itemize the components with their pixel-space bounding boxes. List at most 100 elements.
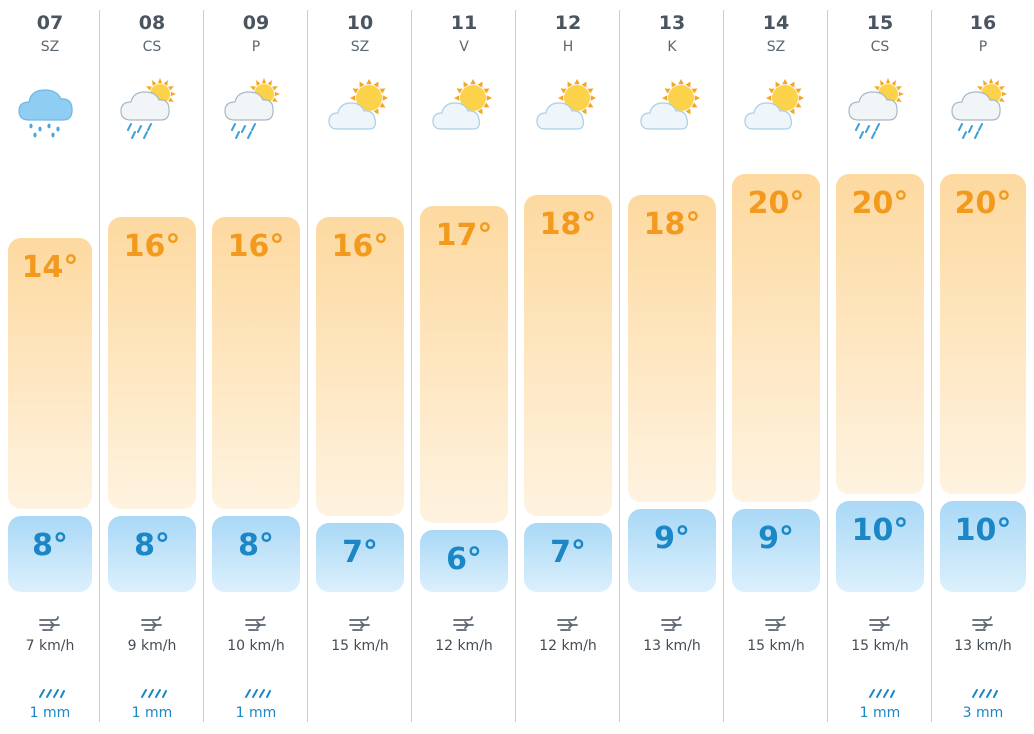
wind-speed: 12 km/h <box>539 638 597 654</box>
sun-rain-cloud-icon <box>948 74 1018 140</box>
low-temp-label: 10° <box>851 513 909 549</box>
rain-icon <box>241 684 271 698</box>
low-temp-label: 7° <box>550 534 586 570</box>
wind-speed: 13 km/h <box>954 638 1012 654</box>
day-name: CS <box>870 39 890 55</box>
precipitation-amount: 3 mm <box>962 705 1004 721</box>
high-temp-bar <box>940 174 1026 495</box>
sun-rain-cloud-icon <box>117 74 187 140</box>
day-number: 11 <box>450 12 478 34</box>
high-temp-bar <box>212 216 300 509</box>
day-number: 08 <box>138 12 166 34</box>
day-number: 07 <box>36 12 64 34</box>
wind-icon <box>451 613 477 633</box>
wind-icon <box>763 613 789 633</box>
wind-speed: 10 km/h <box>227 638 285 654</box>
high-temp-label: 18° <box>643 207 701 243</box>
high-temp-bar <box>420 206 508 523</box>
day-name: SZ <box>350 39 370 55</box>
low-temp-bar <box>108 515 196 592</box>
low-temp-bar <box>940 501 1026 592</box>
partly-cloudy-icon <box>741 74 811 140</box>
high-temp-label: 17° <box>435 218 493 254</box>
day-number: 12 <box>554 12 582 34</box>
high-temp-label: 20° <box>851 186 909 221</box>
high-temp-bar <box>108 216 196 509</box>
high-temp-label: 18° <box>539 207 597 243</box>
high-temp-bar <box>524 195 612 516</box>
low-temp-bar <box>524 522 612 592</box>
wind-icon <box>37 613 63 633</box>
day-column: 08 CS 16° 8° 9 km/h 1 mm <box>100 0 204 734</box>
day-name: V <box>459 39 469 55</box>
low-temp-label: 9° <box>758 520 794 556</box>
wind-speed: 7 km/h <box>25 638 75 654</box>
low-temp-label: 8° <box>238 527 274 563</box>
day-name: SZ <box>766 39 786 55</box>
column-divider <box>99 10 100 722</box>
wind-icon <box>139 613 165 633</box>
day-column: 14 SZ 20° 9° 15 km/h <box>724 0 828 734</box>
high-temp-label: 20° <box>747 186 805 221</box>
day-column: 16 P 20° 10° 13 km/h 3 mm <box>932 0 1034 734</box>
wind-speed: 15 km/h <box>851 638 909 654</box>
high-temp-label: 16° <box>227 228 285 264</box>
low-temp-label: 10° <box>954 513 1012 549</box>
wind-speed: 9 km/h <box>127 638 177 654</box>
day-number: 09 <box>242 12 270 34</box>
day-column: 10 SZ 16° 7° 15 km/h <box>308 0 412 734</box>
precipitation-amount: 1 mm <box>235 705 277 721</box>
column-divider <box>723 10 724 722</box>
high-temp-bar <box>836 174 924 495</box>
rain-icon <box>137 684 167 698</box>
precipitation-amount: 1 mm <box>29 705 71 721</box>
day-number: 14 <box>762 12 790 34</box>
high-temp-label: 16° <box>123 228 181 264</box>
low-temp-bar <box>316 522 404 592</box>
partly-cloudy-icon <box>637 74 707 140</box>
partly-cloudy-icon <box>533 74 603 140</box>
wind-icon <box>659 613 685 633</box>
day-number: 16 <box>969 12 997 34</box>
low-temp-label: 9° <box>654 520 690 556</box>
partly-cloudy-icon <box>325 74 395 140</box>
day-column: 15 CS 20° 10° 15 km/h 1 mm <box>828 0 932 734</box>
low-temp-bar <box>420 530 508 592</box>
low-temp-label: 7° <box>342 534 378 570</box>
precipitation-amount: 1 mm <box>131 705 173 721</box>
column-divider <box>931 10 932 722</box>
sun-rain-cloud-icon <box>845 74 915 140</box>
day-column: 13 K 18° 9° 13 km/h <box>620 0 724 734</box>
wind-speed: 13 km/h <box>643 638 701 654</box>
high-temp-label: 14° <box>21 250 79 286</box>
low-temp-label: 8° <box>134 527 170 563</box>
wind-icon <box>867 613 893 633</box>
rain-cloud-icon <box>15 74 85 140</box>
low-temp-label: 6° <box>446 542 482 577</box>
day-number: 13 <box>658 12 686 34</box>
low-temp-bar <box>212 515 300 592</box>
day-name: P <box>978 39 988 55</box>
low-temp-bar <box>8 515 92 592</box>
wind-icon <box>243 613 269 633</box>
low-temp-label: 8° <box>32 527 68 563</box>
column-divider <box>515 10 516 722</box>
day-number: 10 <box>346 12 374 34</box>
day-column: 09 P 16° 8° 10 km/h 1 mm <box>204 0 308 734</box>
day-column: 11 V 17° 6° 12 km/h <box>412 0 516 734</box>
wind-icon <box>555 613 581 633</box>
day-column: 07 SZ 14° 8° 7 km/h 1 mm <box>0 0 100 734</box>
low-temp-bar <box>836 501 924 592</box>
low-temp-bar <box>732 508 820 592</box>
wind-speed: 15 km/h <box>747 638 805 654</box>
column-divider <box>411 10 412 722</box>
sun-rain-cloud-icon <box>221 74 291 140</box>
wind-speed: 15 km/h <box>331 638 389 654</box>
high-temp-bar <box>732 174 820 502</box>
partly-cloudy-icon <box>429 74 499 140</box>
high-temp-bar <box>316 216 404 516</box>
day-name: H <box>562 39 574 55</box>
wind-icon <box>347 613 373 633</box>
day-name: SZ <box>40 39 60 55</box>
wind-speed: 12 km/h <box>435 638 493 654</box>
